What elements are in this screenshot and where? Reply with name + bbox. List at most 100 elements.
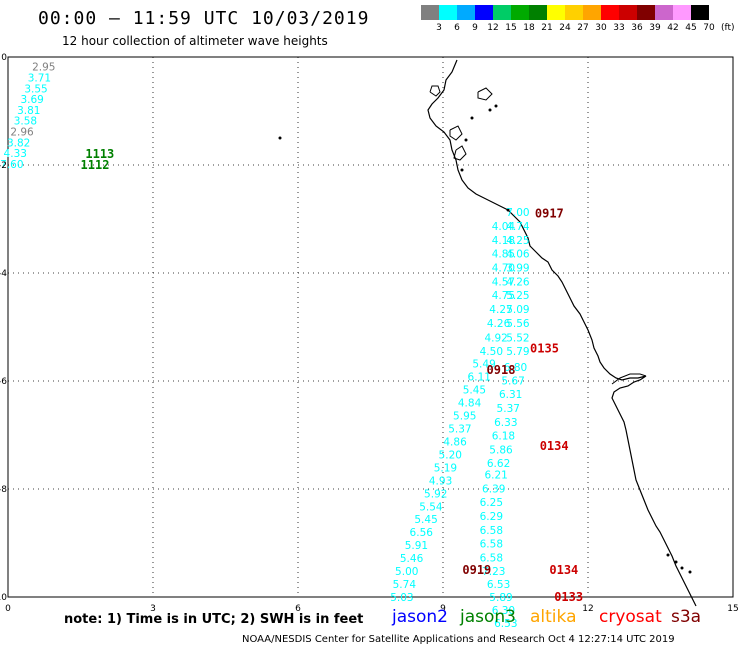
wave-height-value: 4.18 [492, 235, 515, 247]
wave-height-value: 6.39 [482, 483, 505, 495]
satellite-legend-item: cryosat [599, 607, 662, 627]
wave-height-value: 5.00 [395, 566, 418, 578]
wave-height-value: 6.18 [492, 431, 515, 443]
wave-height-value: 6.25 [480, 497, 503, 509]
island-marker [460, 168, 464, 172]
wave-height-value: 5.92 [424, 488, 447, 500]
wave-height-value: 6.53 [494, 618, 517, 630]
estuary-coast [611, 373, 647, 385]
wave-height-value: 5.52 [506, 332, 529, 344]
legend-label: 18 [523, 23, 535, 33]
island-marker [506, 208, 510, 212]
legend-swatch [439, 5, 457, 20]
legend-label: 36 [631, 23, 643, 33]
legend-swatch [529, 5, 547, 20]
wave-height-value: 4.06 [506, 249, 530, 261]
y-tick-label: -2 [0, 161, 7, 171]
legend-label: 27 [577, 23, 589, 33]
legend-swatch [511, 5, 529, 20]
wave-height-value: 5.46 [400, 553, 424, 565]
pass-time-label: 0133 [554, 590, 583, 604]
wave-height-value: 4.50 [480, 346, 503, 358]
wave-height-value: 7.00 [506, 207, 529, 219]
legend-swatch [421, 5, 439, 20]
bay-coast-c [449, 125, 463, 141]
wave-height-value: 5.19 [434, 462, 457, 474]
satellite-legend-item: jason2 [392, 607, 448, 627]
wave-height-value: 4.26 [506, 277, 530, 289]
pass-time-label: 0919 [462, 563, 491, 577]
wave-height-value: 4.70 [492, 263, 515, 275]
legend-swatch [547, 5, 565, 20]
island-marker [464, 138, 468, 142]
wave-height-value: 6.62 [487, 458, 510, 470]
wave-height-value: 5.91 [405, 540, 428, 552]
wave-height-value: 5.03 [390, 592, 413, 604]
wave-height-value: 4.57 [492, 277, 515, 289]
pass-time-label: 0918 [487, 363, 516, 377]
wave-height-value: 6.31 [499, 389, 522, 401]
x-tick-label: 12 [582, 604, 593, 614]
bay-coast-a [429, 85, 441, 97]
wave-height-value: 4.86 [443, 436, 467, 448]
x-tick-label: 9 [440, 604, 446, 614]
island-marker [278, 136, 282, 140]
legend-label: 6 [454, 23, 460, 33]
pass-time-label: 0134 [549, 563, 578, 577]
wave-height-value: 5.49 [472, 359, 495, 371]
wave-height-value: 4.04 [492, 221, 516, 233]
legend-swatch [637, 5, 655, 20]
wave-height-value: 6.11 [468, 372, 491, 384]
x-tick-label: 0 [5, 604, 11, 614]
wave-height-value: 4.33 [4, 148, 27, 160]
satellite-legend-item: altika [530, 607, 577, 627]
wave-height-value: 5.20 [439, 449, 462, 461]
wave-height-value: 5.54 [419, 501, 443, 513]
wave-height-value: 5.86 [489, 445, 513, 457]
wave-height-value: 3.82 [7, 137, 30, 149]
y-tick-label: -8 [0, 485, 7, 495]
wave-height-value: 6.30 [492, 605, 515, 617]
y-tick-label: -10 [0, 593, 7, 603]
wave-height-value: 6.21 [484, 469, 507, 481]
wave-height-value: 6.80 [504, 362, 527, 374]
pass-time-label: 0135 [530, 342, 559, 356]
legend-unit: (ft) [721, 23, 735, 33]
satellite-legend-item: s3a [671, 607, 702, 627]
wave-height-value: 2.96 [10, 127, 34, 139]
legend-label: 33 [613, 23, 625, 33]
page-title: 00:00 – 11:59 UTC 10/03/2019 [38, 8, 370, 29]
wave-height-value: 4.25 [506, 235, 529, 247]
wave-height-value: 4.75 [492, 290, 515, 302]
satellite-legend-item: jason3 [460, 607, 516, 627]
x-tick-label: 6 [295, 604, 301, 614]
island-marker [688, 570, 692, 574]
footnote: note: 1) Time is in UTC; 2) SWH is in fe… [64, 612, 364, 627]
wave-height-value: 2.95 [32, 62, 55, 74]
page-subtitle: 12 hour collection of altimeter wave hei… [62, 34, 328, 48]
wave-height-value: 5.37 [497, 403, 520, 415]
axis-tick-labels: 0 3 6 9 12 15 0 -2 -4 -6 -8 -10 [0, 53, 739, 614]
y-tick-label: 0 [1, 53, 7, 63]
wave-height-value: 5.56 [506, 318, 530, 330]
wave-height-value: 3.81 [17, 105, 40, 117]
legend-swatch [655, 5, 673, 20]
credit-line: NOAA/NESDIS Center for Satellite Applica… [242, 634, 675, 645]
island-marker [470, 116, 474, 120]
wave-height-value: 4.93 [429, 475, 452, 487]
wave-height-value: 5.79 [506, 346, 529, 358]
wave-height-value: 4.27 [489, 304, 512, 316]
wave-height-value: 7.60 [0, 159, 23, 171]
coastline-path [427, 59, 697, 607]
pass-time-label: 0917 [535, 207, 564, 221]
legend-swatch [457, 5, 475, 20]
x-tick-label: 15 [727, 604, 738, 614]
wave-height-value: 4.26 [487, 318, 511, 330]
legend-label: 9 [472, 23, 478, 33]
wave-height-value: 6.58 [480, 539, 503, 551]
legend-swatch [601, 5, 619, 20]
wave-height-value: 7.23 [482, 566, 505, 578]
pass-time-label: 1113 [85, 147, 114, 161]
